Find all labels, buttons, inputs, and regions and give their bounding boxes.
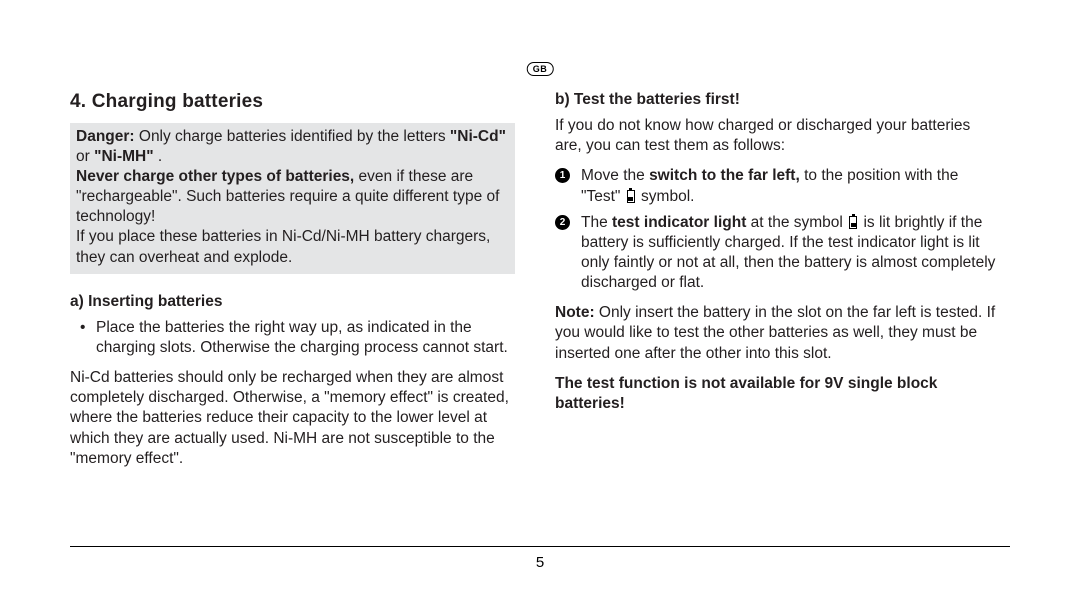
page-number: 5 [536, 554, 544, 571]
note-text: Only insert the battery in the slot on t… [555, 304, 995, 361]
intro-b: If you do not know how charged or discha… [555, 116, 1000, 156]
never-charge-label: Never charge other types of batteries, [76, 168, 354, 185]
nicd-label: "Ni-Cd" [450, 128, 506, 145]
right-column: b) Test the batteries first! If you do n… [555, 90, 1000, 479]
section-title: 4. Charging batteries [70, 90, 515, 115]
paragraph-memory-effect: Ni-Cd batteries should only be recharged… [70, 368, 515, 469]
subhead-a: a) Inserting batteries [70, 292, 515, 312]
step-number-1-icon: 1 [555, 168, 570, 183]
nimh-label: "Ni-MH" [94, 148, 153, 165]
numbered-list: 1 Move the switch to the far left, to th… [555, 166, 1000, 293]
step2-pre: The [581, 214, 612, 231]
note-bold-line: The test function is not available for 9… [555, 374, 1000, 414]
danger-box: Danger: Only charge batteries identified… [70, 123, 515, 274]
danger-text-1: Only charge batteries identified by the … [135, 128, 450, 145]
manual-page: GB 4. Charging batteries Danger: Only ch… [0, 0, 1080, 589]
step2-bold: test indicator light [612, 214, 746, 231]
battery-icon [627, 190, 635, 203]
note-label: Note: [555, 304, 595, 321]
step1-end: symbol. [637, 188, 695, 205]
danger-line-3: If you place these batteries in Ni-Cd/Ni… [76, 227, 509, 267]
content-columns: 4. Charging batteries Danger: Only charg… [70, 90, 1010, 479]
language-badge: GB [527, 62, 554, 76]
step1-pre: Move the [581, 167, 649, 184]
subhead-b: b) Test the batteries first! [555, 90, 1000, 110]
step2-mid: at the symbol [746, 214, 847, 231]
battery-icon [849, 216, 857, 229]
danger-line-1: Danger: Only charge batteries identified… [76, 127, 509, 167]
footer-rule [70, 546, 1010, 547]
left-column: 4. Charging batteries Danger: Only charg… [70, 90, 515, 479]
danger-line-2: Never charge other types of batteries, e… [76, 167, 509, 227]
or-text: or [76, 148, 94, 165]
bullet-list-a: Place the batteries the right way up, as… [70, 318, 515, 358]
dot-1: . [154, 148, 163, 165]
step-number-2-icon: 2 [555, 215, 570, 230]
note-paragraph: Note: Only insert the battery in the slo… [555, 303, 1000, 363]
step-2: 2 The test indicator light at the symbol… [555, 213, 1000, 294]
step1-bold: switch to the far left, [649, 167, 800, 184]
bullet-item: Place the batteries the right way up, as… [70, 318, 515, 358]
danger-label: Danger: [76, 128, 135, 145]
step-1: 1 Move the switch to the far left, to th… [555, 166, 1000, 206]
